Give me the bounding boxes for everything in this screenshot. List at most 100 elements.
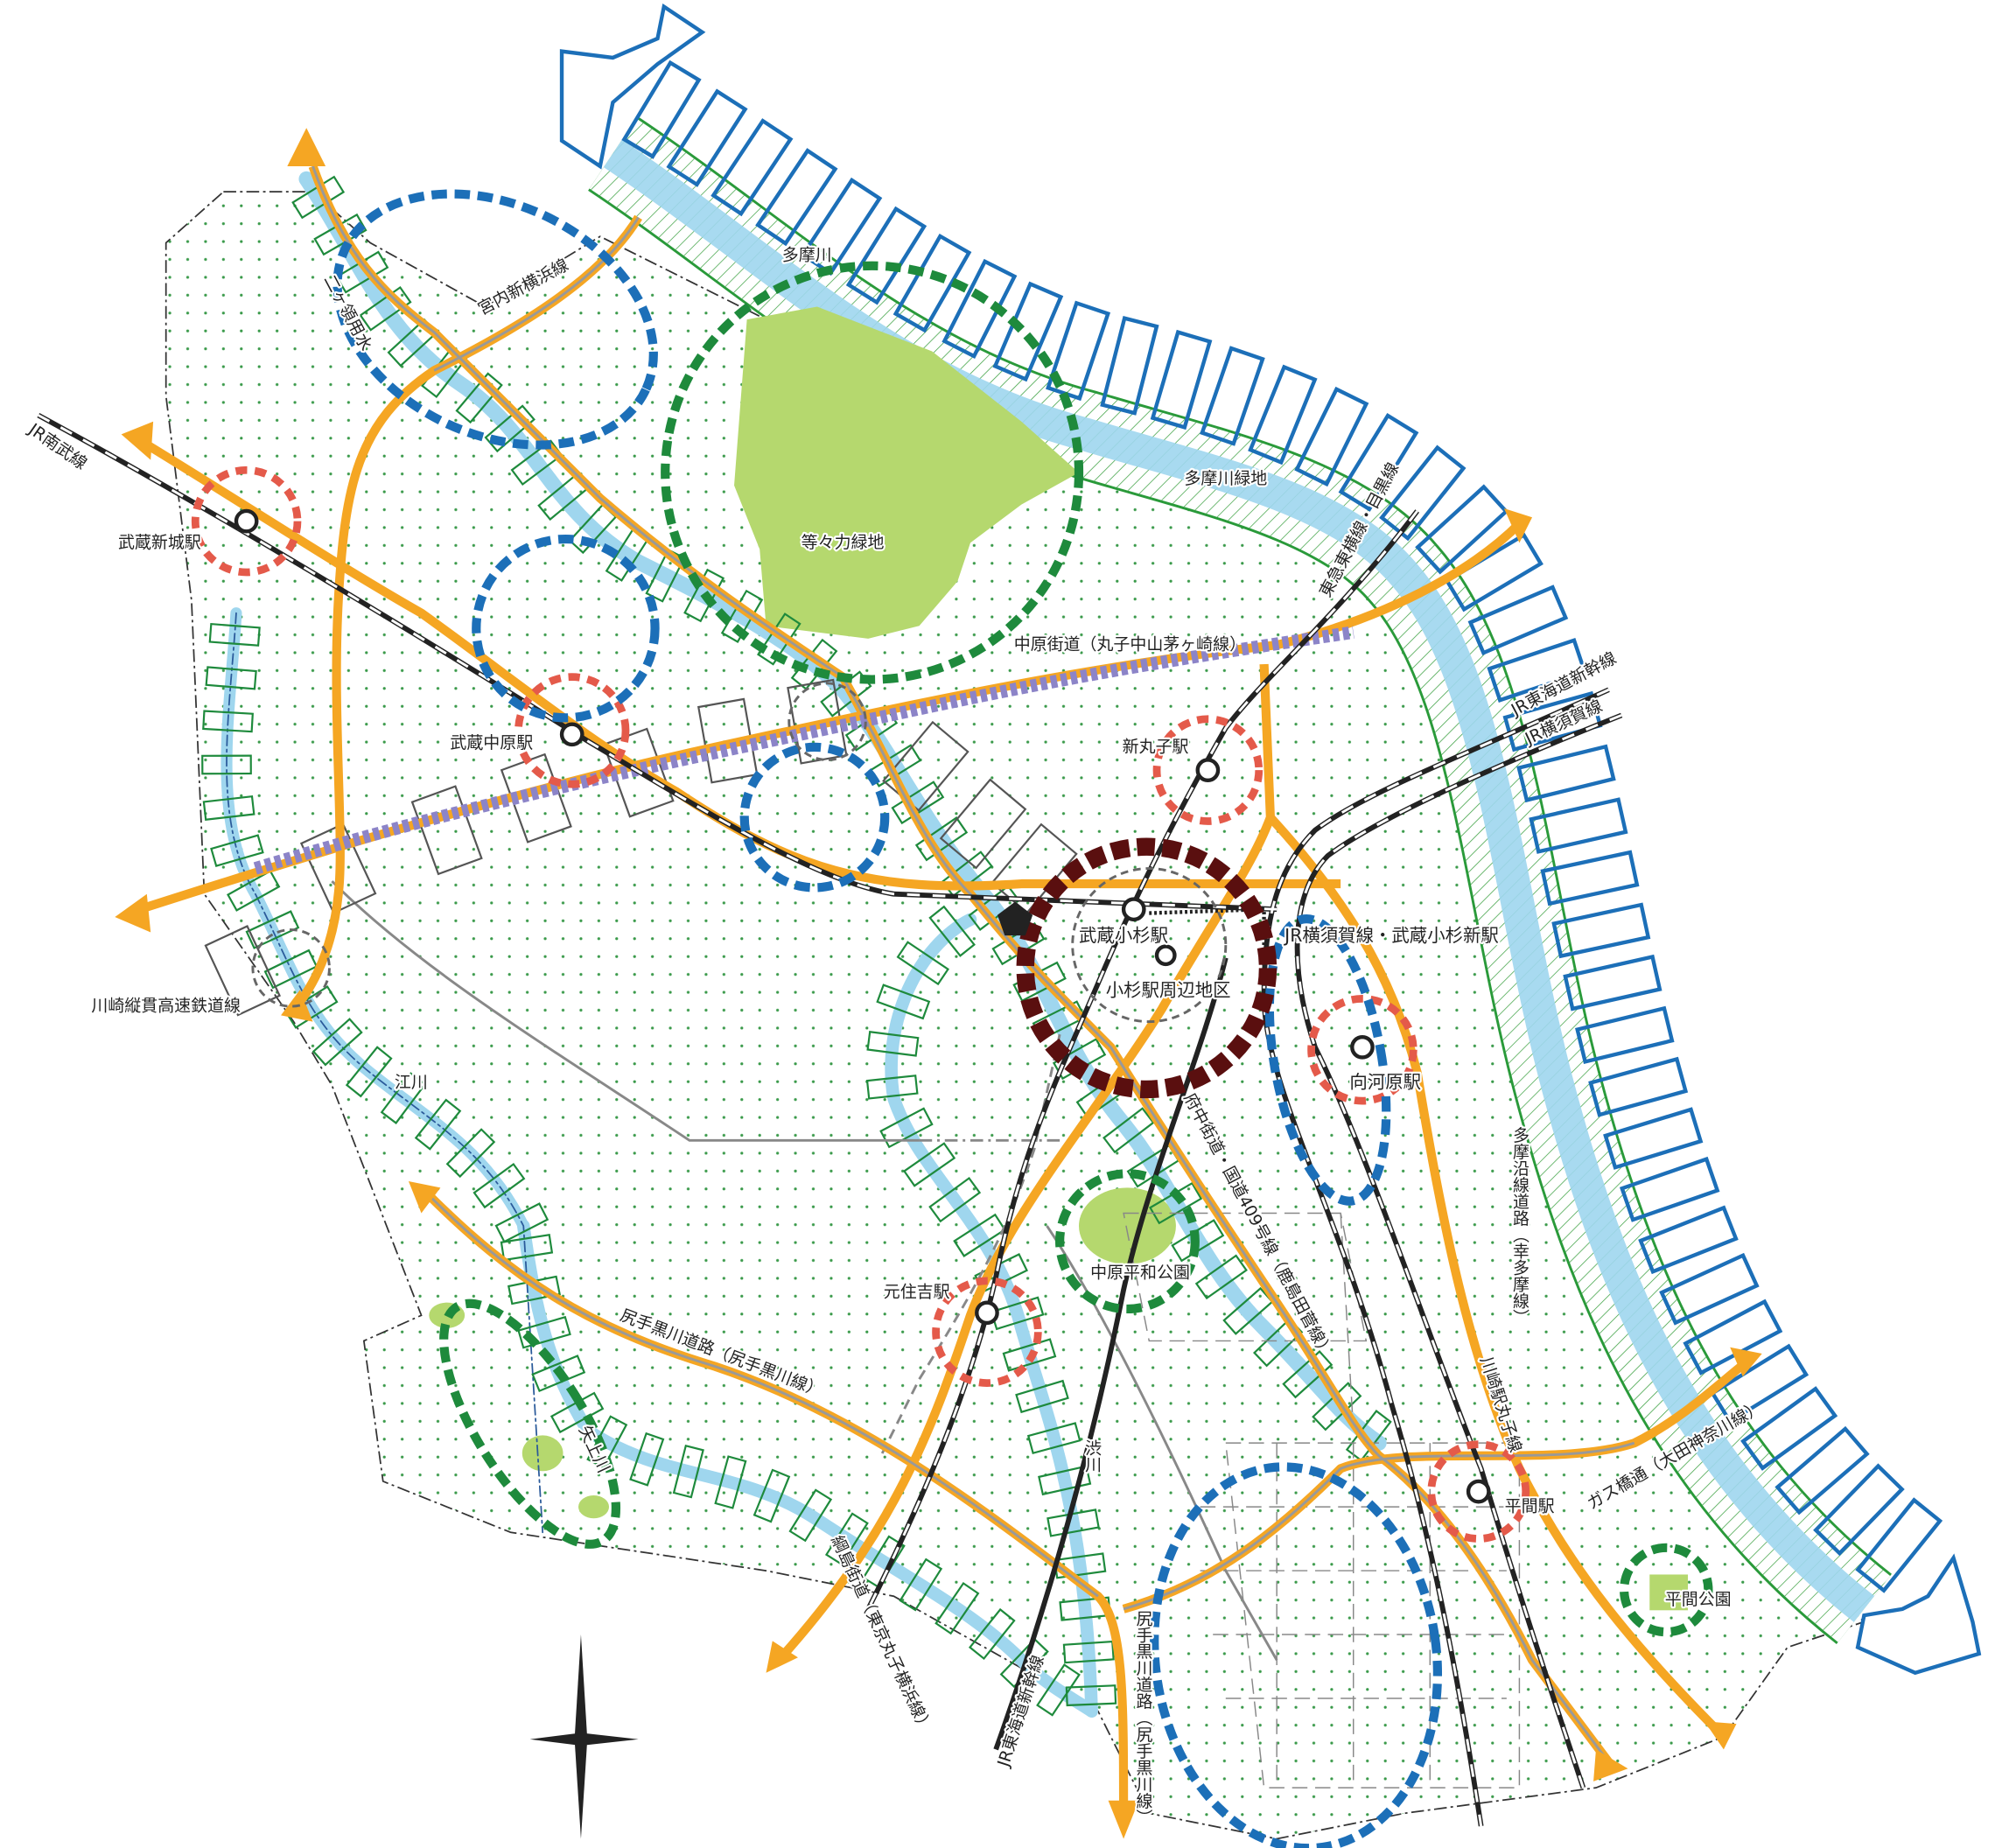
todoroki-green: [578, 1494, 610, 1519]
blue-marker: [710, 118, 794, 217]
roads: [426, 1193, 1099, 1598]
green-marker: [902, 1142, 956, 1187]
map-label: 平間駅: [1505, 1497, 1555, 1516]
todoroki-green: [1079, 1187, 1176, 1264]
green-marker: [865, 1074, 919, 1100]
road-arrows: [766, 1641, 798, 1673]
grey-lines: [1046, 1225, 1278, 1661]
area-circles: [661, 261, 1084, 684]
green-marker: [896, 941, 950, 986]
blue-marker: [1638, 1205, 1739, 1275]
area-circles: [514, 673, 630, 788]
grey-lines: [1200, 1442, 1521, 1788]
blue-marker: [1774, 1425, 1870, 1516]
blue-marker: [1855, 1497, 1943, 1593]
green-marker: [879, 1107, 934, 1149]
map-label: 江川: [395, 1073, 428, 1092]
stations: [1195, 758, 1221, 783]
green-marker: [202, 794, 256, 821]
green-marker: [720, 589, 764, 644]
blue-markers: [621, 60, 1943, 1593]
green-marker: [714, 1455, 747, 1509]
green-marker: [928, 905, 976, 957]
green-markers: [201, 175, 1392, 1717]
road-arrows: [287, 128, 326, 166]
green-marker: [788, 1488, 833, 1543]
area-circles: [191, 189, 1713, 1848]
area-circles: [1152, 715, 1264, 825]
green-marker: [445, 1128, 496, 1179]
road-arrows: [121, 421, 154, 460]
todoroki-green: [522, 1435, 564, 1472]
green-marker: [312, 1018, 363, 1067]
stations: [997, 901, 1033, 936]
blue-marker: [1619, 1156, 1720, 1222]
map-label: 中原街道（丸子中山茅ヶ崎線）: [1014, 635, 1246, 654]
green-marker: [1038, 1465, 1092, 1496]
blue-marker: [1248, 364, 1318, 466]
grey-block: [204, 925, 282, 1017]
stations: [975, 1300, 999, 1326]
map-label: 武蔵中原駅: [450, 733, 533, 752]
green-marker: [210, 834, 264, 868]
blue-marker: [1575, 1005, 1675, 1065]
green-marker: [629, 1432, 665, 1487]
road-arrows: [1593, 1749, 1628, 1782]
todoroki-green: [429, 306, 1689, 1611]
green-marker: [824, 1512, 869, 1566]
roads: [253, 626, 1354, 875]
green-marker: [359, 285, 412, 332]
area-circles: [251, 682, 1228, 1024]
road-arrows: [1730, 1347, 1762, 1377]
blue-marker: [621, 60, 702, 159]
map-label: 多摩川緑地: [1184, 469, 1267, 488]
rivers: [885, 913, 1098, 1718]
grey-block: [939, 778, 1027, 870]
rivers: [298, 171, 1387, 1451]
map-label: 川崎縦貫高速鉄道線: [91, 997, 241, 1016]
green-marker: [672, 1444, 704, 1499]
green-marker: [500, 1234, 554, 1262]
green-marker: [345, 1046, 393, 1098]
grey-lines: [879, 1033, 1061, 1457]
road-arrows: [115, 893, 151, 933]
todoroki-green: [734, 306, 1080, 639]
tama-arrows: [1855, 1553, 1982, 1676]
blue-marker: [1813, 1463, 1905, 1557]
road-arrows: [115, 128, 1762, 1839]
stations: [234, 508, 1491, 1504]
map-label: 小杉駅周辺地区: [1106, 980, 1231, 1001]
area-circles: [1016, 837, 1278, 1099]
stations: [1121, 897, 1146, 922]
tama-arrows: [559, 3, 706, 170]
road-arrows: [1108, 1800, 1139, 1839]
green-marker: [914, 816, 969, 862]
stations: [1154, 944, 1177, 967]
todoroki-green: [1649, 1574, 1689, 1611]
green-marker: [1194, 1254, 1248, 1300]
area-circles: [1055, 1169, 1200, 1314]
blue-marker: [755, 148, 838, 247]
green-marker: [934, 1581, 980, 1635]
green-marker: [208, 622, 261, 647]
railways: [1296, 714, 1622, 1788]
area-circles: [332, 189, 658, 450]
area-circles: [472, 534, 660, 723]
area-circles: [191, 466, 302, 577]
green-marker: [202, 710, 254, 733]
green-marker: [1026, 1422, 1082, 1455]
grey-block: [299, 822, 377, 914]
blue-marker: [1338, 412, 1419, 512]
green-marker: [494, 1202, 550, 1243]
green-marker: [205, 666, 257, 690]
area-circles: [739, 742, 890, 892]
green-marker: [201, 754, 252, 775]
compass: [529, 1634, 639, 1839]
roads: [1123, 1441, 1635, 1611]
stations: [559, 722, 584, 747]
grey-lines: [331, 880, 920, 1142]
area-circles: [1619, 1543, 1713, 1637]
area-circles: [439, 1298, 621, 1549]
grey-lines: [331, 880, 1521, 1788]
